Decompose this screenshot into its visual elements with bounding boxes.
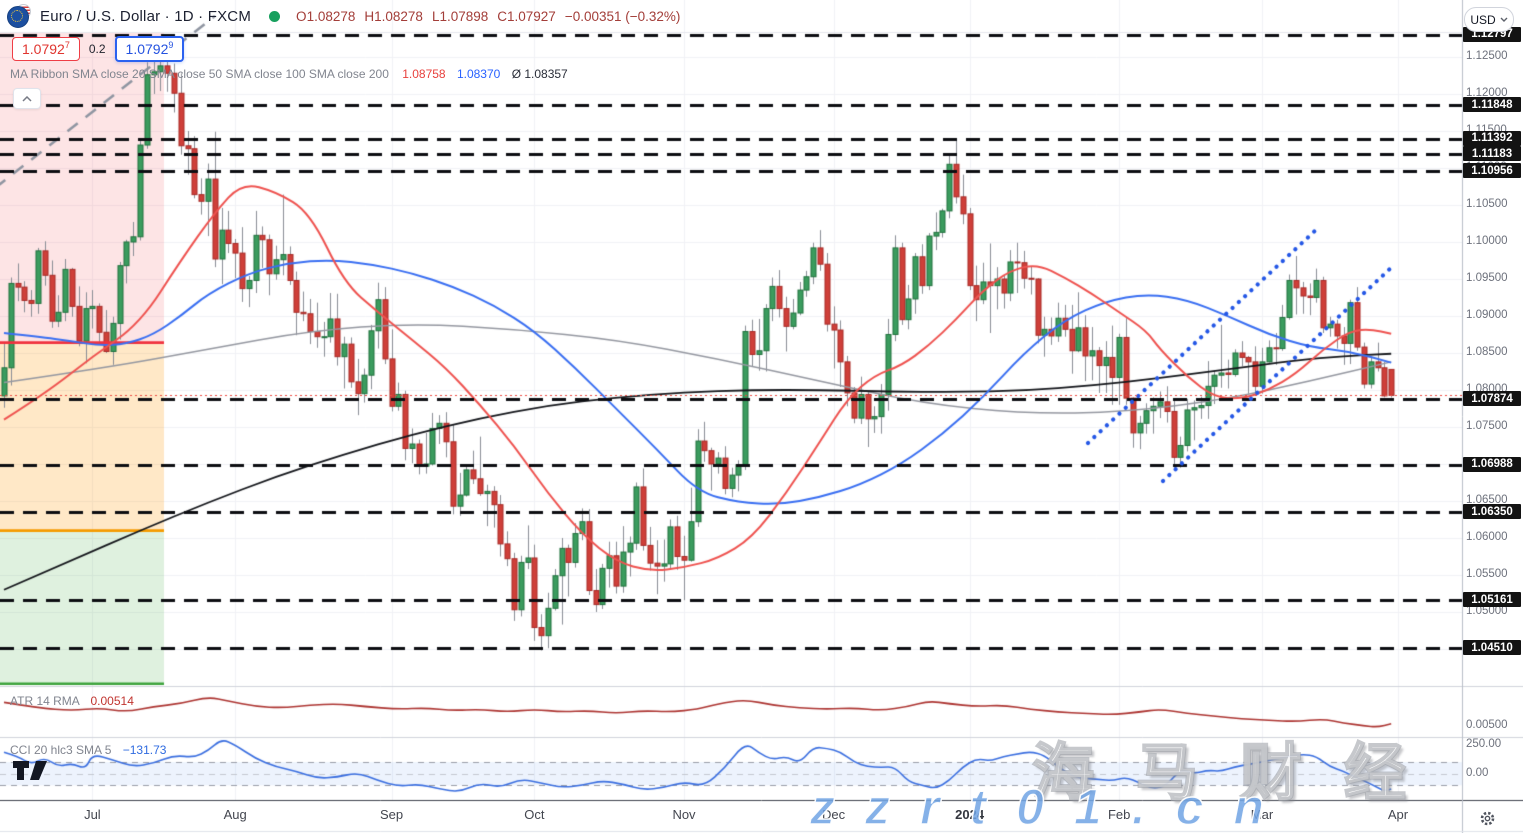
ma-ribbon-legend[interactable]: MA Ribbon SMA close 20 SMA close 50 SMA … bbox=[10, 67, 568, 81]
market-status-icon bbox=[269, 10, 281, 22]
cci-tick-label: 250.00 bbox=[1466, 737, 1502, 750]
price-level-label: 1.07874 bbox=[1463, 391, 1521, 407]
symbol-logo-icon[interactable] bbox=[7, 4, 33, 28]
atr-label: ATR 14 RMA bbox=[10, 694, 80, 708]
ohlc-readout: O1.08278 H1.08278 L1.07898 C1.07927 −0.0… bbox=[296, 8, 681, 24]
tradingview-logo[interactable] bbox=[12, 756, 48, 787]
buy-price-button[interactable]: 1.0792 9 bbox=[114, 36, 185, 62]
ma-ribbon-label: MA Ribbon SMA close 20 SMA close 50 SMA … bbox=[10, 67, 389, 81]
price-level-label: 1.06988 bbox=[1463, 456, 1521, 472]
cci-tick-label: 0.00 bbox=[1466, 766, 1489, 779]
time-axis-label: Jul bbox=[84, 807, 101, 822]
price-tick-label: 1.12000 bbox=[1466, 86, 1508, 99]
price-level-label: 1.05161 bbox=[1463, 592, 1521, 608]
time-axis-label: Nov bbox=[672, 807, 696, 822]
price-level-label: 1.06350 bbox=[1463, 504, 1521, 520]
price-tick-label: 1.09500 bbox=[1466, 271, 1508, 284]
cci-legend[interactable]: CCI 20 hlc3 SMA 5 −131.73 bbox=[10, 743, 166, 757]
ma-ribbon-value-red: 1.08758 bbox=[402, 67, 446, 81]
chevron-down-icon bbox=[1500, 17, 1508, 22]
quote-panel: 1.0792 7 0.2 1.0792 9 bbox=[12, 36, 185, 62]
sell-price-button[interactable]: 1.0792 7 bbox=[12, 37, 80, 61]
cci-value: −131.73 bbox=[122, 743, 167, 757]
price-tick-label: 1.07500 bbox=[1466, 419, 1508, 432]
price-tick-label: 1.12500 bbox=[1466, 49, 1508, 62]
price-tick-label: 1.10000 bbox=[1466, 234, 1508, 247]
settings-gear-icon[interactable] bbox=[1479, 810, 1496, 832]
time-axis-label: Mar bbox=[1250, 807, 1274, 822]
atr-legend[interactable]: ATR 14 RMA 0.00514 bbox=[10, 694, 134, 708]
time-axis-label: Apr bbox=[1387, 807, 1409, 822]
time-axis-label: Oct bbox=[524, 807, 545, 822]
price-level-label: 1.11392 bbox=[1463, 130, 1521, 146]
price-level-label: 1.11183 bbox=[1463, 146, 1521, 162]
change-readout: −0.00351 (−0.32%) bbox=[564, 8, 681, 24]
ma-ribbon-value-blue: 1.08370 bbox=[456, 67, 501, 81]
time-axis-label: 2024 bbox=[955, 807, 985, 822]
eur-stars-icon bbox=[11, 10, 23, 22]
currency-dropdown[interactable]: USD bbox=[1464, 7, 1514, 32]
price-tick-label: 1.05000 bbox=[1466, 604, 1508, 617]
price-tick-label: 1.06500 bbox=[1466, 493, 1508, 506]
time-axis-label: Aug bbox=[223, 807, 247, 822]
price-tick-label: 1.09000 bbox=[1466, 308, 1508, 321]
atr-value: 0.00514 bbox=[90, 694, 134, 708]
symbol-title[interactable]: Euro / U.S. Dollar · 1D · FXCM bbox=[40, 7, 252, 25]
chart-header: Euro / U.S. Dollar · 1D · FXCM O1.08278 … bbox=[0, 0, 689, 32]
price-tick-label: 1.10500 bbox=[1466, 197, 1508, 210]
chevron-up-icon bbox=[22, 95, 32, 102]
atr-tick-label: 0.00500 bbox=[1466, 718, 1508, 731]
price-tick-label: 1.06000 bbox=[1466, 530, 1508, 543]
ma-ribbon-value-avg: Ø 1.08357 bbox=[511, 67, 568, 81]
cci-label: CCI 20 hlc3 SMA 5 bbox=[10, 743, 112, 757]
time-axis-label: Feb bbox=[1107, 807, 1131, 822]
price-level-label: 1.10956 bbox=[1463, 163, 1521, 179]
spread-value: 0.2 bbox=[88, 42, 106, 56]
price-tick-label: 1.05500 bbox=[1466, 567, 1508, 580]
price-level-label: 1.04510 bbox=[1463, 640, 1521, 656]
price-tick-label: 1.08500 bbox=[1466, 345, 1508, 358]
time-axis-label: Sep bbox=[380, 807, 404, 822]
tradingview-logo-icon bbox=[13, 761, 47, 780]
price-level-label: 1.11848 bbox=[1463, 97, 1521, 113]
time-axis-label: Dec bbox=[822, 807, 846, 822]
collapse-legend-button[interactable] bbox=[13, 88, 41, 109]
